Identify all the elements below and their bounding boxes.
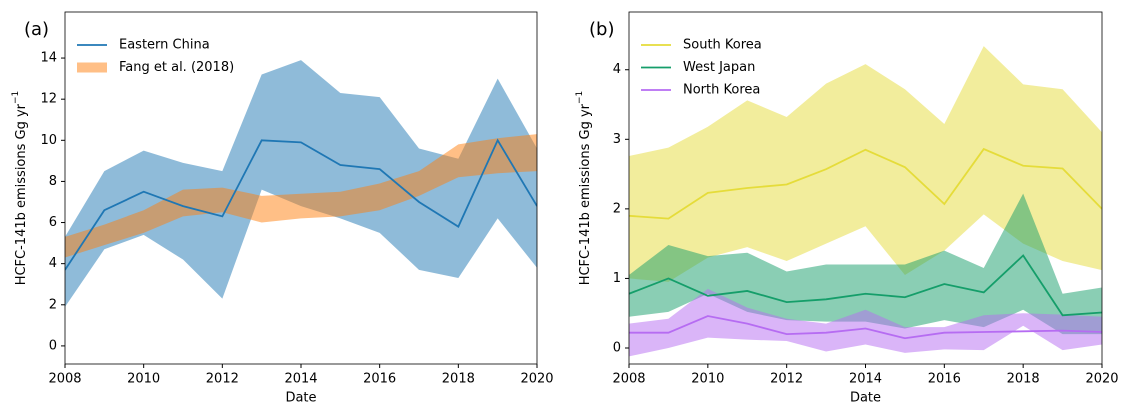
y-axis-label: HCFC-141b emissions Gg yr−1 xyxy=(575,91,593,286)
x-tick-label: 2018 xyxy=(442,372,475,387)
legend-label: South Korea xyxy=(683,38,762,53)
y-tick-label: 0 xyxy=(613,341,621,356)
series-line xyxy=(629,147,1102,220)
x-tick-label: 2010 xyxy=(691,372,724,387)
x-tick-label: 2020 xyxy=(1085,372,1118,387)
y-tick-label: 3 xyxy=(613,132,621,147)
x-tick-label: 2014 xyxy=(284,372,317,387)
legend-swatch xyxy=(77,62,107,73)
y-axis-label-text: HCFC-141b emissions Gg yr xyxy=(578,103,593,285)
y-axis-label: HCFC-141b emissions Gg yr−1 xyxy=(11,91,29,286)
y-tick-label: 4 xyxy=(613,62,621,77)
y-tick-label: 6 xyxy=(49,215,57,230)
legend-label: West Japan xyxy=(683,60,755,75)
uncertainty-band xyxy=(65,134,537,258)
x-tick-label: 2016 xyxy=(928,372,961,387)
x-tick-label: 2012 xyxy=(206,372,239,387)
y-tick-label: 8 xyxy=(49,174,57,189)
y-tick-label: 1 xyxy=(613,271,621,286)
panel-label: (a) xyxy=(24,19,49,40)
y-tick-label: 12 xyxy=(40,92,57,107)
y-tick-label: 2 xyxy=(613,201,621,216)
series-line xyxy=(65,138,537,271)
y-axis-label-sup: −1 xyxy=(11,91,21,104)
x-tick-label: 2012 xyxy=(770,372,803,387)
y-tick-label: 14 xyxy=(40,51,57,66)
x-tick-label: 2020 xyxy=(520,372,553,387)
panel-label: (b) xyxy=(589,19,614,40)
x-tick-label: 2014 xyxy=(849,372,882,387)
plot-area xyxy=(629,46,1102,357)
x-tick-label: 2010 xyxy=(127,372,160,387)
y-tick-label: 0 xyxy=(49,338,57,353)
y-tick-label: 4 xyxy=(49,256,57,271)
uncertainty-band xyxy=(629,46,1102,282)
x-tick-label: 2018 xyxy=(1007,372,1040,387)
legend-label: Fang et al. (2018) xyxy=(119,60,234,75)
y-axis-label-sup: −1 xyxy=(575,91,585,104)
x-tick-label: 2008 xyxy=(612,372,645,387)
y-axis-label-text: HCFC-141b emissions Gg yr xyxy=(14,103,29,285)
x-tick-label: 2016 xyxy=(363,372,396,387)
legend-label: North Korea xyxy=(683,83,760,98)
x-tick-label: 2008 xyxy=(48,372,81,387)
legend-label: Eastern China xyxy=(119,38,210,53)
y-tick-label: 10 xyxy=(40,133,57,148)
uncertainty-band xyxy=(629,288,1102,357)
x-axis-label: Date xyxy=(285,391,316,406)
plot-area xyxy=(65,60,537,307)
x-axis-label: Date xyxy=(850,391,881,406)
uncertainty-band xyxy=(629,193,1102,335)
series-line xyxy=(629,254,1102,317)
series-line xyxy=(629,315,1102,340)
uncertainty-band xyxy=(65,60,537,307)
y-tick-label: 2 xyxy=(49,297,57,312)
